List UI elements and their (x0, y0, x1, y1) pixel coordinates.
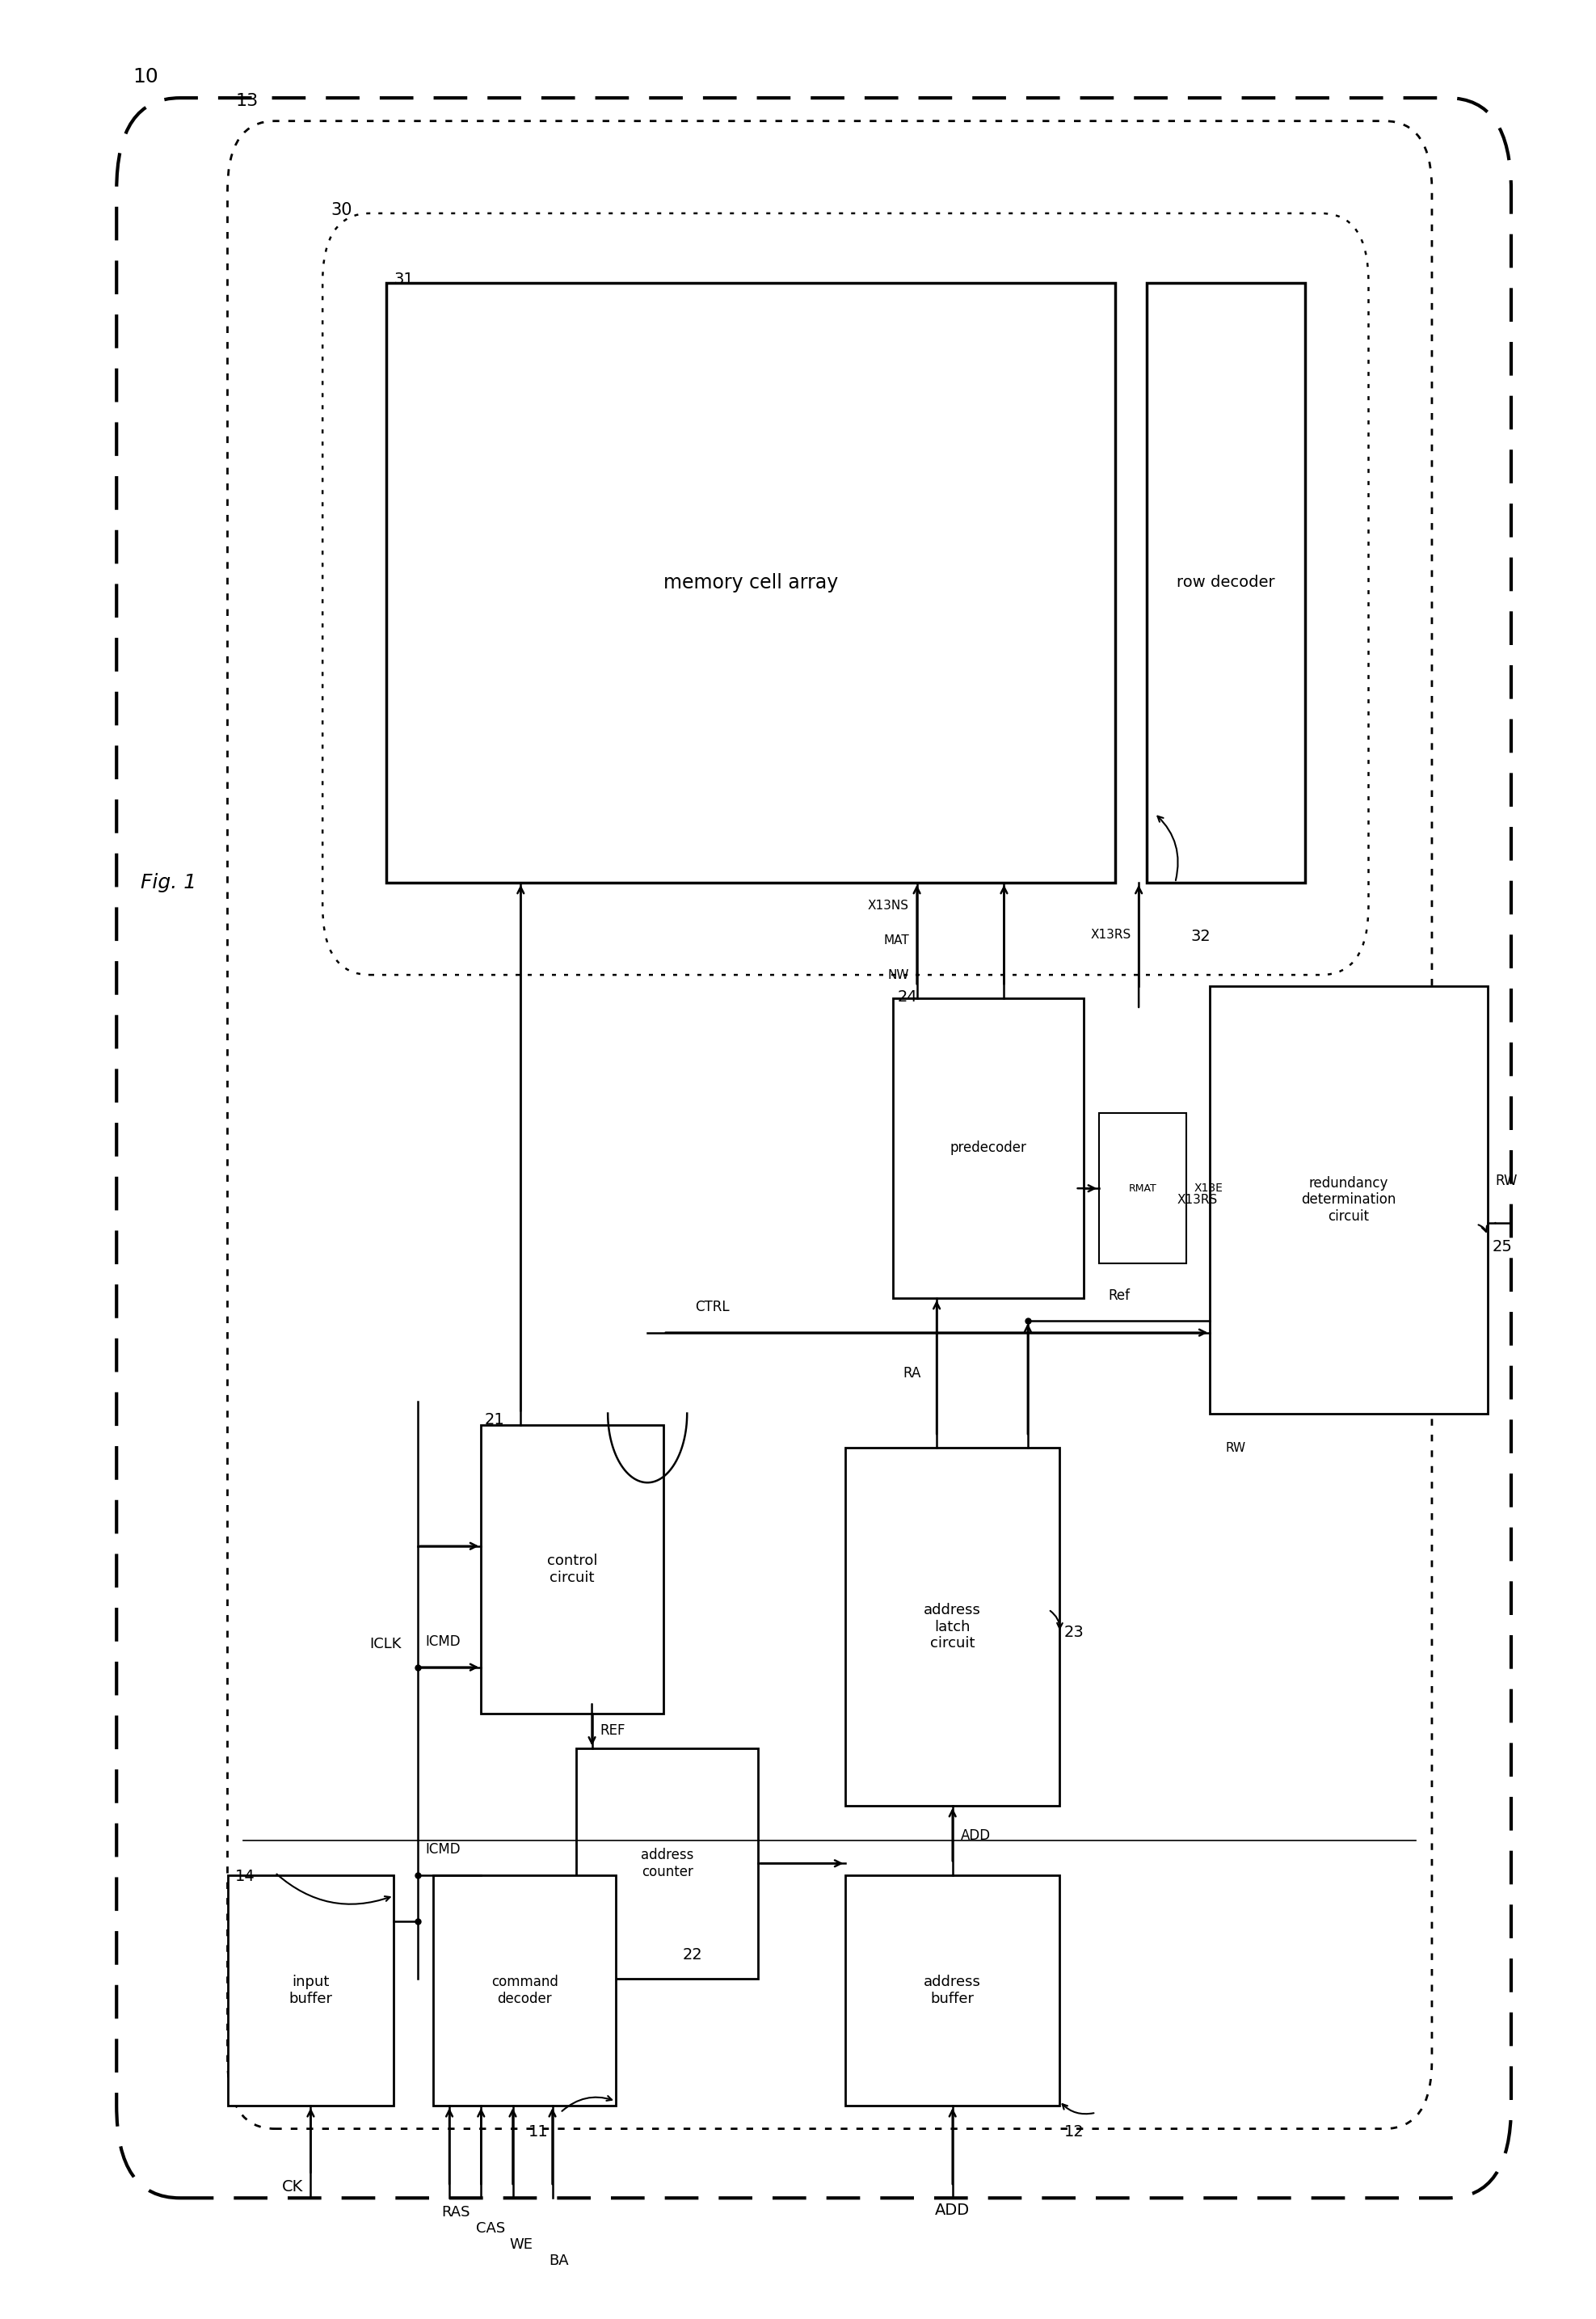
Text: ADD: ADD (961, 1830, 991, 1844)
Text: 22: 22 (683, 1948, 702, 1962)
Text: X13RS: X13RS (1178, 1194, 1218, 1206)
Text: 12: 12 (1065, 2124, 1084, 2140)
Text: MAT: MAT (883, 935, 910, 946)
Text: ADD: ADD (935, 2203, 970, 2217)
Text: 14: 14 (235, 1869, 255, 1883)
Text: 13: 13 (235, 93, 259, 109)
Text: CTRL: CTRL (694, 1299, 729, 1315)
Text: CK: CK (281, 2180, 303, 2194)
Text: RW: RW (1226, 1442, 1246, 1454)
Text: memory cell array: memory cell array (662, 573, 838, 591)
Text: RA: RA (903, 1366, 921, 1380)
Text: X13RS: X13RS (1090, 928, 1132, 942)
Bar (386, 283, 1116, 884)
Text: 24: 24 (899, 990, 918, 1004)
Text: CAS: CAS (476, 2222, 506, 2236)
Text: command
decoder: command decoder (492, 1973, 559, 2006)
Bar (846, 1874, 1060, 2106)
Bar (228, 1874, 394, 2106)
Text: control
circuit: control circuit (547, 1554, 597, 1584)
Text: predecoder: predecoder (950, 1141, 1026, 1155)
Text: RAS: RAS (442, 2205, 471, 2219)
Text: address
counter: address counter (642, 1848, 694, 1878)
Bar (434, 1874, 616, 2106)
Text: ICMD: ICMD (426, 1635, 461, 1649)
Text: input
buffer: input buffer (289, 1973, 332, 2006)
Text: redundancy
determination
circuit: redundancy determination circuit (1301, 1176, 1396, 1224)
Text: 32: 32 (1191, 928, 1211, 944)
Bar (846, 1447, 1060, 1807)
Bar (576, 1749, 758, 1978)
Bar (1100, 1113, 1186, 1264)
Text: 11: 11 (528, 2124, 549, 2140)
Bar (894, 997, 1084, 1299)
Text: RMAT: RMAT (1128, 1183, 1157, 1194)
Text: 25: 25 (1492, 1241, 1513, 1255)
Text: ICMD: ICMD (426, 1841, 461, 1858)
Text: NW: NW (887, 969, 910, 981)
Bar (1146, 283, 1306, 884)
Bar (1210, 986, 1487, 1412)
Text: ICLK: ICLK (370, 1637, 402, 1651)
Text: RW: RW (1495, 1173, 1518, 1187)
Text: Fig. 1: Fig. 1 (140, 872, 196, 893)
Text: address
latch
circuit: address latch circuit (924, 1602, 982, 1651)
Text: X13NS: X13NS (868, 900, 910, 911)
Text: BA: BA (549, 2254, 570, 2268)
Text: X13E: X13E (1194, 1183, 1223, 1194)
Text: address
buffer: address buffer (924, 1973, 982, 2006)
Text: 31: 31 (394, 271, 413, 288)
Text: 21: 21 (484, 1412, 504, 1426)
Text: REF: REF (600, 1723, 626, 1737)
Text: 23: 23 (1065, 1626, 1084, 1640)
Text: 30: 30 (330, 202, 351, 218)
Text: Ref: Ref (1108, 1287, 1130, 1303)
Bar (480, 1424, 664, 1714)
Text: 10: 10 (132, 67, 158, 86)
Text: WE: WE (509, 2238, 533, 2252)
Text: row decoder: row decoder (1176, 575, 1275, 591)
